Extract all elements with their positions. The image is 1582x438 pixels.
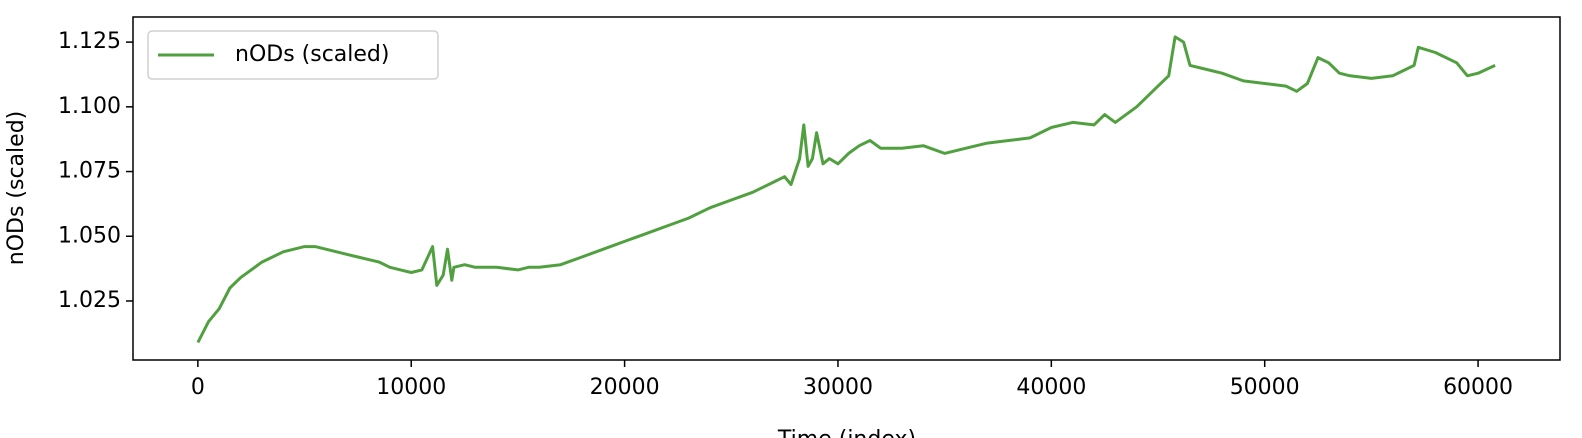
y-axis-label: nODs (scaled) (4, 111, 29, 265)
x-tick-label: 40000 (1016, 375, 1086, 400)
x-tick-label: 20000 (590, 375, 660, 400)
x-tick-label: 30000 (803, 375, 873, 400)
legend-box (147, 30, 439, 80)
y-tick-label: 1.100 (58, 94, 121, 119)
x-tick-label: 60000 (1443, 375, 1513, 400)
x-tick-label: 10000 (376, 375, 446, 400)
legend-label: nODs (scaled) (235, 42, 389, 67)
x-axis-label: Time (index) (777, 427, 916, 438)
data-line (196, 35, 1496, 344)
y-tick-label: 1.025 (58, 288, 121, 313)
y-tick-label: 1.050 (58, 223, 121, 248)
axes-frame (132, 16, 1561, 361)
x-tick-label: 50000 (1230, 375, 1300, 400)
y-tick-label: 1.125 (58, 29, 121, 54)
x-tick-label: 0 (191, 375, 205, 400)
y-tick-label: 1.075 (58, 159, 121, 184)
